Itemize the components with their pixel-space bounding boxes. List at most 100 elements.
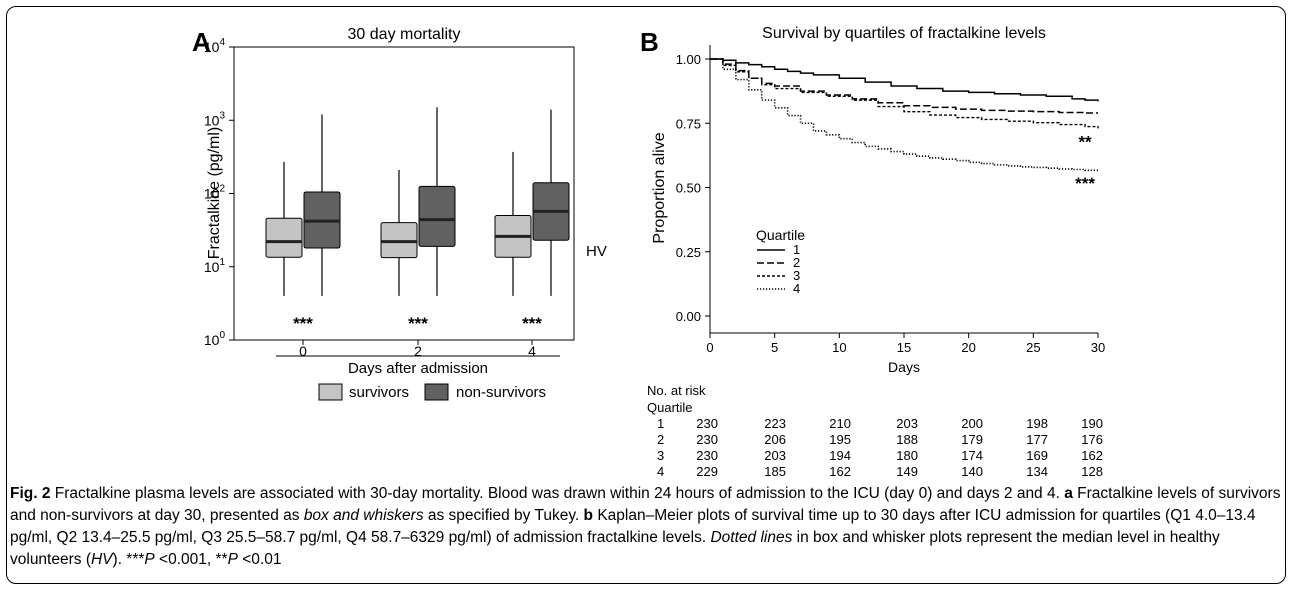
risk-table-cell: 134 [1026,464,1048,479]
figure-svg: A 30 day mortality Fractalkine (pg/ml) D… [192,25,1105,479]
risk-table-cell: 190 [1081,416,1103,431]
panel-b-annotations: ***** [1075,133,1095,193]
km-curve-quartile-3 [710,58,1099,129]
caption-text-7: <0.001, ** [154,551,228,568]
legend-label-quartile-3: 3 [793,268,800,283]
figure-frame [6,6,1286,584]
panel-a-y-tick-label: 102 [204,184,226,202]
legend-label-survivors: survivors [349,384,409,401]
caption-text-4: Kaplan–Meier plots of survival time up t… [10,507,1256,546]
risk-table-row-label: 3 [657,448,664,463]
panel-a-boxes [265,107,570,296]
risk-table-row-label: 2 [657,432,664,447]
risk-table-cell: 230 [696,432,718,447]
panel-a-x-tick-label: 0 [299,343,307,359]
legend-swatch-non-survivors [424,383,449,401]
legend-label-quartile-1: 1 [793,242,800,257]
figure-caption: Fig. 2 Fractalkine plasma levels are ass… [10,483,1284,571]
panel-b-x-tick-label: 25 [1026,340,1040,355]
risk-table-row-label: 1 [657,416,664,431]
panel-b-significance-mark: ** [1078,133,1092,152]
risk-table-cell: 195 [829,432,851,447]
panel-b-curves [710,58,1099,172]
legend-label-non-survivors: non-survivors [456,384,546,401]
legend-swatch-survivors [318,383,343,401]
panel-b-significance-mark: *** [1075,174,1095,193]
box-iqr [380,222,418,259]
panel-a-x-ticks: 0 2 4 [299,340,536,359]
risk-table-title: No. at risk [647,383,706,398]
panel-b-y-tick-label: 0.00 [676,309,701,324]
risk-table-cell: 210 [829,416,851,431]
risk-table-cell: 162 [1081,448,1103,463]
panel-a: A 30 day mortality Fractalkine (pg/ml) D… [192,26,607,401]
risk-table-cell: 128 [1081,464,1103,479]
risk-table-cell: 140 [961,464,983,479]
panel-b-label: B [640,27,659,57]
panel-a-hv-label: HV [586,243,607,260]
panel-a-significance-mark: *** [522,314,542,333]
panel-b-x-tick-label: 20 [961,340,975,355]
panel-b-title: Survival by quartiles of fractalkine lev… [762,25,1046,42]
risk-table-cell: 223 [764,416,786,431]
caption-p-1: P [144,551,155,568]
caption-text-1: Fractalkine plasma levels are associated… [50,485,1065,502]
risk-table-cell: 203 [896,416,918,431]
risk-table-cell: 230 [696,416,718,431]
caption-emphasis-hv: HV [90,551,113,568]
panel-a-ylabel: Fractalkine (pg/ml) [206,127,223,259]
caption-label-b: b [583,507,594,524]
legend-label-quartile-4: 4 [793,281,800,296]
risk-table-cell: 162 [829,464,851,479]
caption-text-3: as specified by Tukey. [423,507,584,524]
km-curve-quartile-1 [710,58,1099,102]
panel-a-y-tick-label: 104 [204,37,226,55]
risk-table-cell: 200 [961,416,983,431]
panel-b: B Survival by quartiles of fractalkine l… [640,25,1105,479]
panel-b-x-ticks: 0 5 10 15 20 25 30 [706,333,1105,355]
panel-b-x-tick-label: 0 [706,340,713,355]
risk-table-cell: 194 [829,448,851,463]
risk-table-cell: 198 [1026,416,1048,431]
panel-a-significance: *** *** *** [293,314,542,333]
panel-a-title: 30 day mortality [348,26,461,43]
km-curve-quartile-4 [710,58,1099,172]
risk-table-cell: 169 [1026,448,1048,463]
box-iqr [265,217,303,258]
panel-b-y-tick-label: 0.50 [676,181,701,196]
legend-label-quartile-2: 2 [793,255,800,270]
risk-table: No. at risk Quartile 1 230 223 210 203 200 198… [647,383,1103,479]
risk-table-cell: 174 [961,448,983,463]
panel-a-y-tick-label: 100 [204,330,226,348]
panel-b-x-tick-label: 30 [1091,340,1105,355]
risk-table-cell: 229 [696,464,718,479]
panel-a-plot-border [233,46,575,341]
panel-a-significance-mark: *** [293,314,313,333]
panel-b-ylabel: Proportion alive [651,132,668,243]
panel-a-x-tick-label: 4 [528,343,536,359]
risk-table-cell: 176 [1081,432,1103,447]
panel-b-xlabel: Days [888,359,920,375]
risk-table-cell: 179 [961,432,983,447]
risk-table-row-header: Quartile [647,400,693,415]
caption-emphasis-dotted-lines: Dotted lines [710,529,793,546]
legend-title-quartile: Quartile [756,227,805,243]
risk-table-row-label: 4 [657,464,664,479]
panel-a-legend: survivors non-survivors [318,383,546,401]
risk-table-cell: 180 [896,448,918,463]
caption-emphasis-box-whiskers: box and whiskers [303,507,424,524]
risk-table-cell: 203 [764,448,786,463]
panel-b-x-tick-label: 5 [771,340,778,355]
panel-b-y-tick-label: 0.25 [676,245,701,260]
box-iqr [418,185,456,247]
panel-a-x-tick-label: 2 [414,343,422,359]
risk-table-cell: 206 [764,432,786,447]
panel-a-xlabel: Days after admission [348,360,488,377]
risk-table-cell: 185 [764,464,786,479]
caption-figure-label: Fig. 2 [10,485,51,502]
panel-b-y-ticks: 0.00 0.25 0.50 0.75 1.00 [676,52,710,324]
caption-text-5: in box and whisker plots represent the m… [10,529,1220,568]
